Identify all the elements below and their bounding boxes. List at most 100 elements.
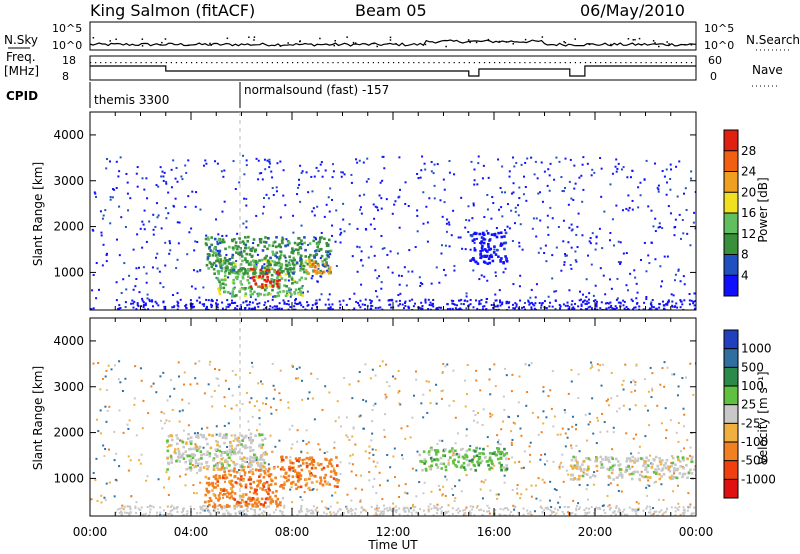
cell (178, 410, 181, 413)
cell (97, 362, 100, 365)
cell (514, 422, 517, 425)
cell (146, 475, 149, 478)
cell (570, 473, 574, 477)
cell (533, 307, 536, 310)
cell (658, 457, 661, 460)
cell (592, 300, 595, 303)
cell (229, 269, 233, 272)
cell (610, 287, 613, 290)
cell (278, 264, 282, 268)
cell (143, 228, 146, 231)
cell (200, 453, 203, 457)
cell (281, 237, 285, 241)
cell (314, 236, 317, 239)
cell (594, 284, 597, 287)
cell (186, 253, 189, 256)
cell (239, 288, 243, 291)
cell (403, 266, 406, 269)
cell (99, 210, 102, 213)
cell (278, 307, 281, 310)
cell (359, 500, 362, 503)
cell (588, 507, 591, 510)
cell (586, 439, 589, 442)
cell (635, 501, 638, 504)
cell (243, 471, 247, 474)
cell (195, 435, 198, 439)
cell (302, 267, 305, 271)
cell (113, 364, 116, 367)
cell (563, 409, 566, 412)
cell (481, 308, 484, 310)
cell (251, 301, 254, 304)
cell (234, 188, 237, 191)
cell (247, 497, 250, 501)
cell (214, 474, 218, 477)
cell (140, 453, 143, 456)
cell (290, 276, 294, 280)
cell (641, 475, 644, 478)
cell (132, 248, 135, 251)
nave-dot (564, 62, 566, 64)
cell (309, 253, 312, 257)
cell (517, 204, 520, 207)
cell (245, 159, 248, 162)
cell (416, 209, 419, 212)
cell (676, 455, 680, 459)
cell (412, 503, 415, 506)
cell (371, 432, 374, 435)
cell (198, 360, 201, 363)
cell (679, 299, 682, 302)
cell (282, 194, 285, 197)
cell (645, 456, 648, 460)
cell (574, 259, 577, 262)
cell (476, 183, 479, 186)
nave-dot (170, 62, 172, 64)
nave-tick-top: 60 (708, 54, 722, 67)
cell (233, 452, 237, 456)
cell (549, 206, 552, 209)
cell (391, 299, 394, 302)
cell (182, 510, 185, 513)
cell (623, 513, 626, 516)
cell (433, 506, 436, 509)
cell (529, 296, 532, 299)
cell (321, 260, 324, 263)
cell (393, 203, 396, 206)
cell (255, 459, 258, 462)
freq-trace (90, 62, 696, 77)
cell (410, 511, 413, 514)
nsky-label: N.Sky (4, 33, 38, 47)
cell (164, 241, 167, 244)
cell (121, 514, 124, 516)
cell (397, 294, 400, 297)
cell (384, 397, 387, 400)
nave-dot (115, 62, 117, 64)
nave-dot (362, 62, 364, 64)
cell (635, 297, 638, 300)
cell (667, 468, 671, 471)
cell (602, 274, 605, 277)
cell (216, 259, 220, 262)
cell (249, 482, 252, 486)
cell (518, 245, 521, 248)
cell (105, 389, 108, 392)
nave-dot (266, 62, 268, 64)
velocity-ylabel: Slant Range [km] (31, 366, 45, 470)
cell (482, 164, 485, 167)
cell (155, 302, 158, 305)
cell (292, 256, 295, 260)
cell (176, 304, 179, 307)
cell (254, 468, 258, 472)
cell (617, 240, 620, 243)
cell (251, 365, 254, 368)
cell (654, 468, 657, 471)
cell (548, 514, 551, 516)
cell (323, 511, 326, 514)
cell (267, 268, 271, 272)
cell (436, 509, 439, 512)
cell (236, 451, 240, 455)
cell (579, 467, 582, 471)
cell (520, 434, 523, 437)
cell (314, 466, 317, 470)
cell (516, 492, 519, 495)
